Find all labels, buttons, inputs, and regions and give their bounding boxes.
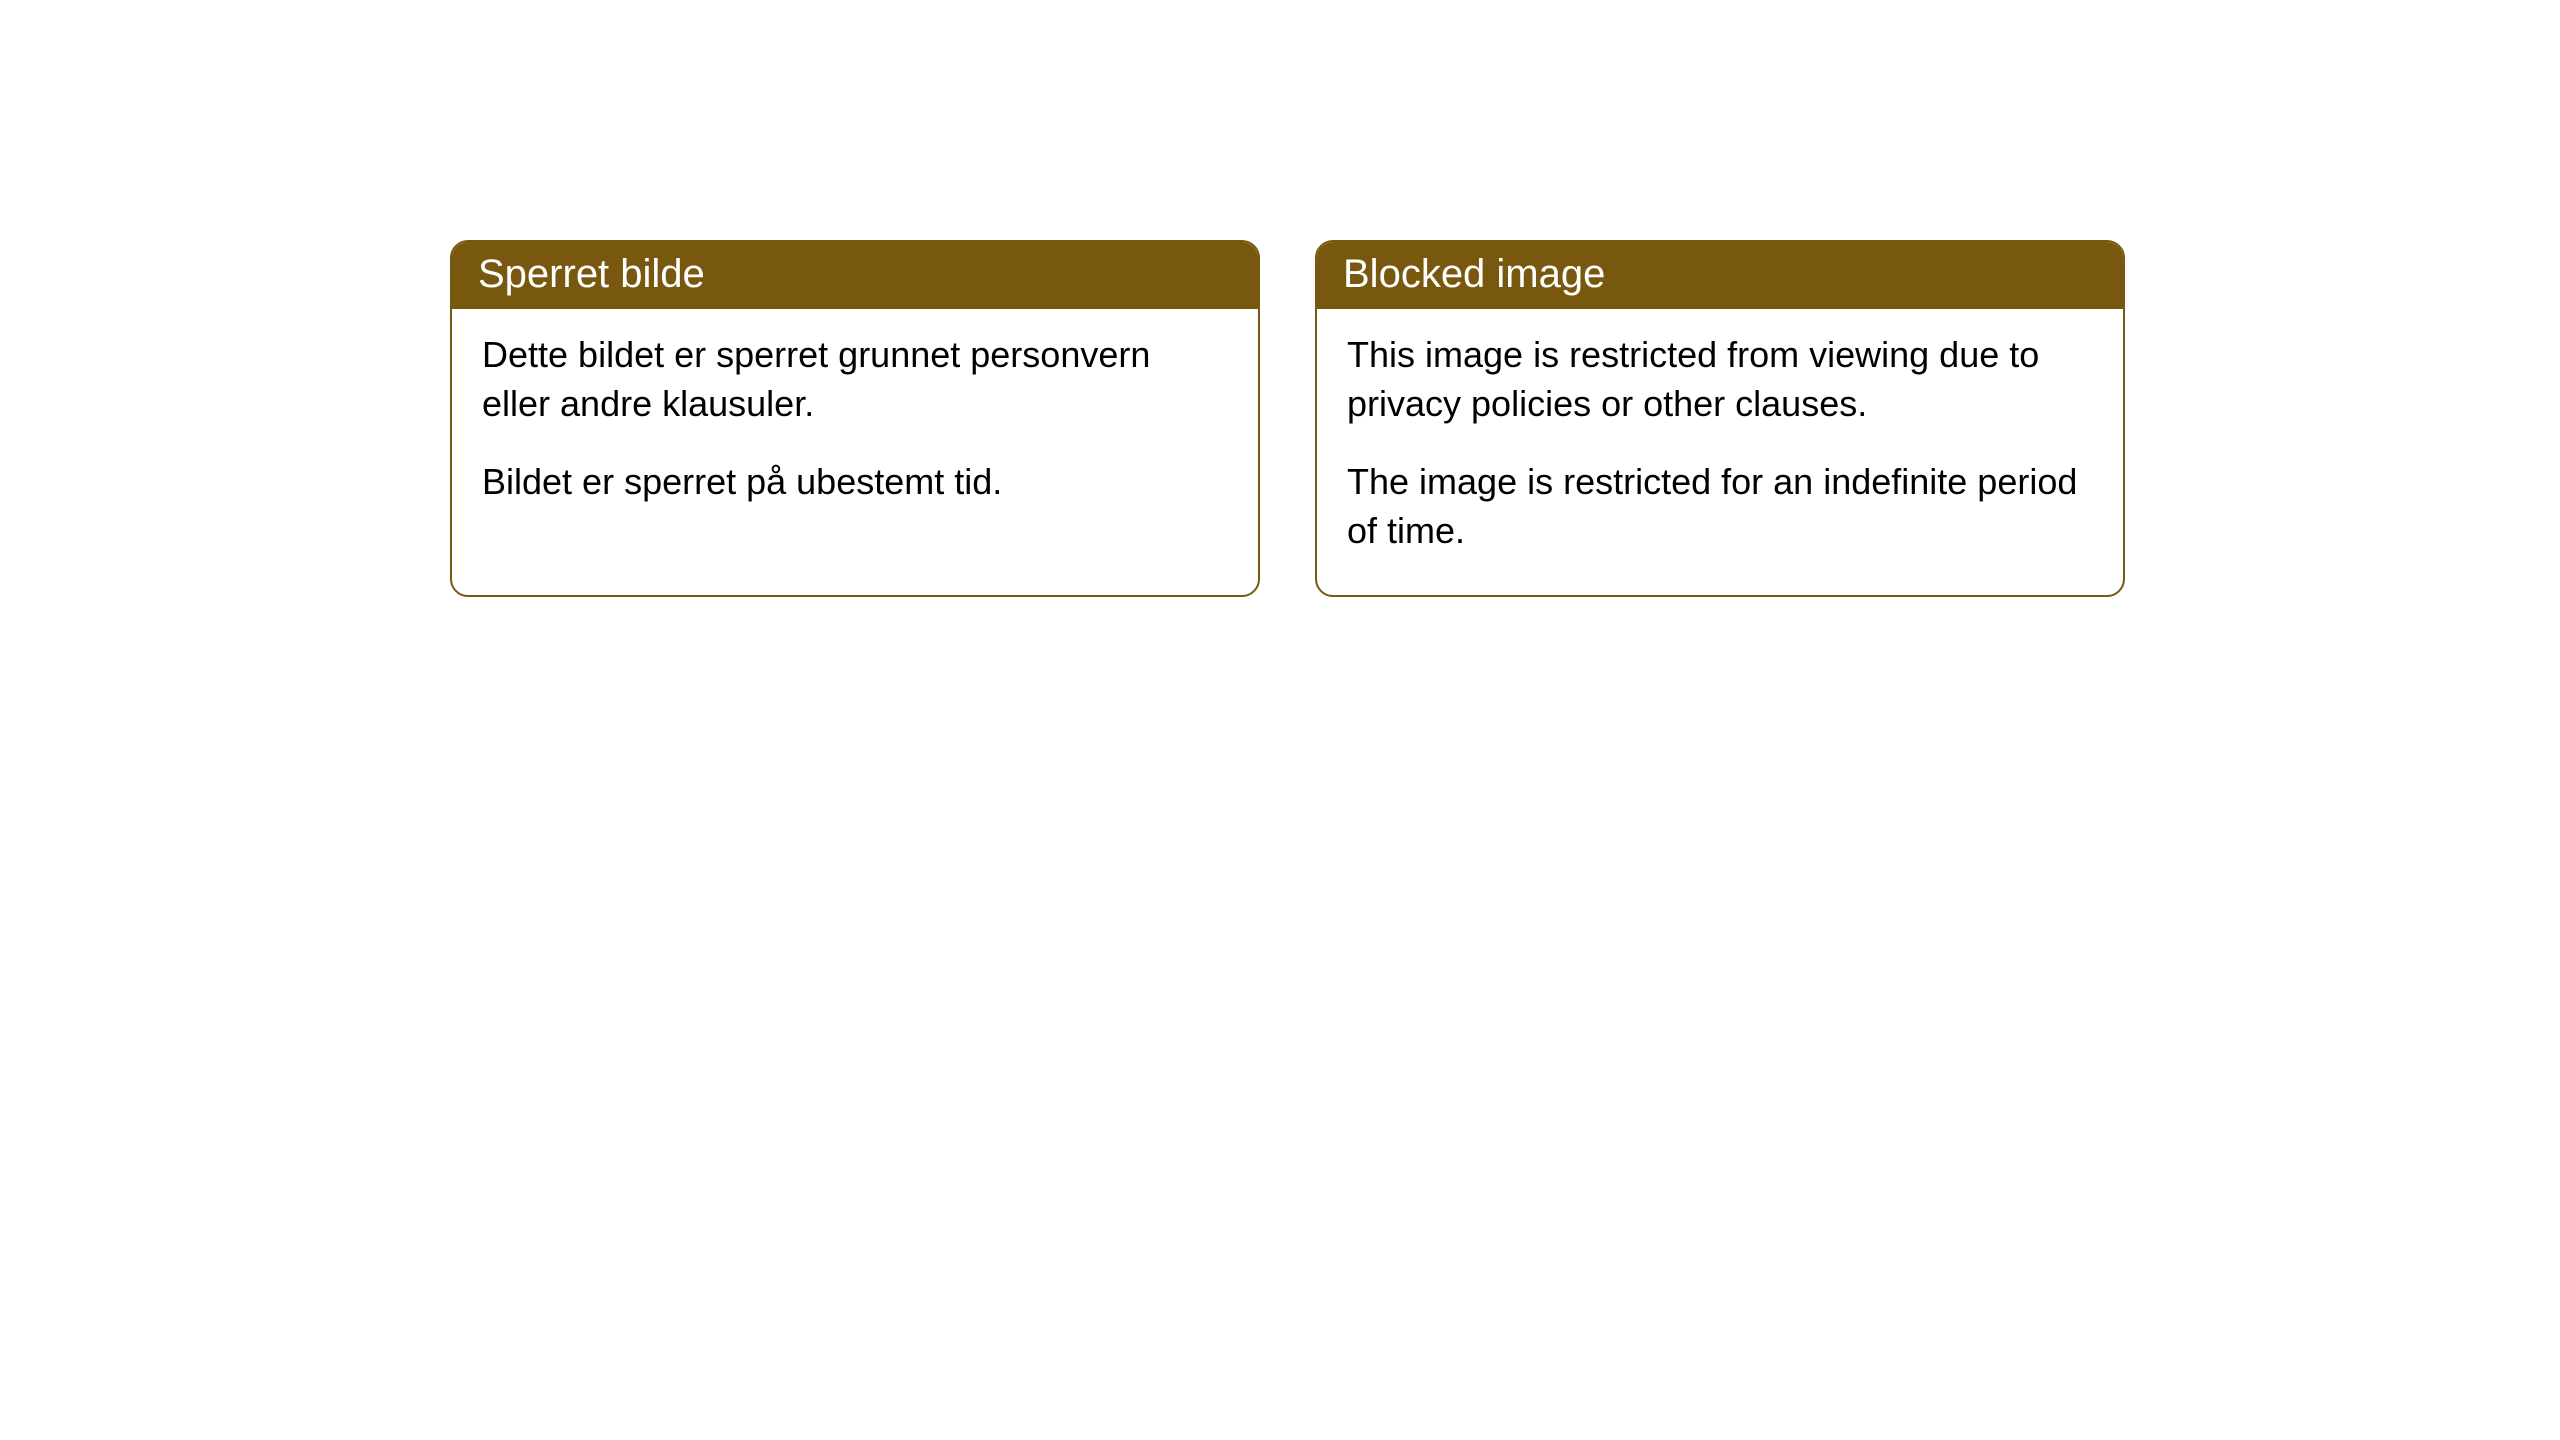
card-header: Sperret bilde xyxy=(452,242,1258,309)
card-body: This image is restricted from viewing du… xyxy=(1317,309,2123,595)
card-header: Blocked image xyxy=(1317,242,2123,309)
card-paragraph: This image is restricted from viewing du… xyxy=(1347,331,2093,428)
notice-card-english: Blocked image This image is restricted f… xyxy=(1315,240,2125,597)
card-body: Dette bildet er sperret grunnet personve… xyxy=(452,309,1258,547)
cards-container: Sperret bilde Dette bildet er sperret gr… xyxy=(450,240,2125,597)
card-paragraph: Bildet er sperret på ubestemt tid. xyxy=(482,458,1228,507)
card-title: Blocked image xyxy=(1343,252,1605,296)
card-paragraph: The image is restricted for an indefinit… xyxy=(1347,458,2093,555)
card-paragraph: Dette bildet er sperret grunnet personve… xyxy=(482,331,1228,428)
card-title: Sperret bilde xyxy=(478,252,705,296)
notice-card-norwegian: Sperret bilde Dette bildet er sperret gr… xyxy=(450,240,1260,597)
